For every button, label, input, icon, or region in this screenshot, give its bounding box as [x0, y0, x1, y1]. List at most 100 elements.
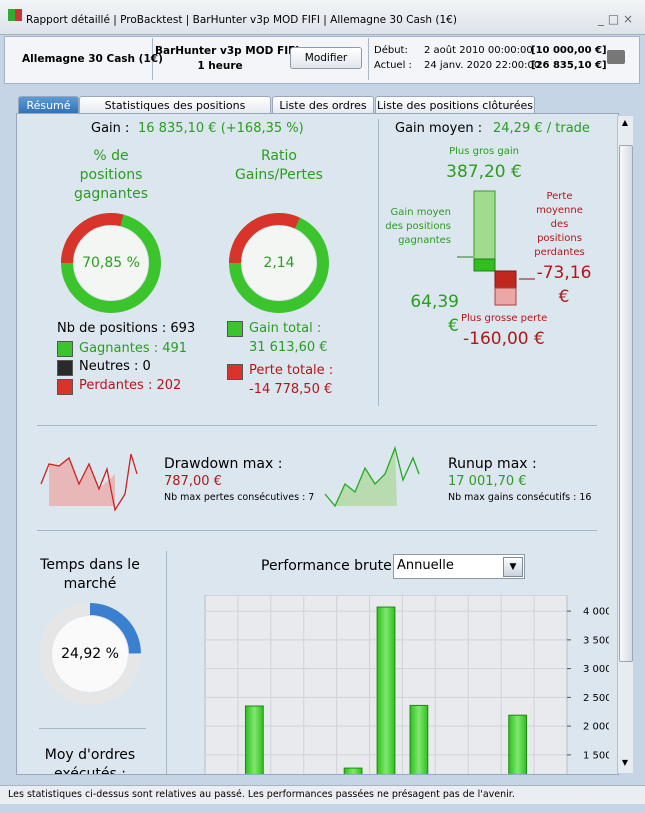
total-gain-label: Gain total : [249, 321, 322, 336]
current-label: Actuel : [374, 60, 412, 71]
period-value: Annuelle [397, 558, 454, 573]
system-name: BarHunter v3p MOD FIFI [155, 45, 300, 57]
tab-active[interactable]: Résumé [18, 96, 79, 114]
legend-swatch [57, 341, 73, 357]
tab[interactable]: Statistiques des positions clôturées [79, 96, 271, 129]
print-icon[interactable] [607, 50, 625, 64]
average-value: 24,29 € / trade [493, 121, 590, 136]
bar [343, 767, 363, 774]
y-tick-label: 4 000 [583, 607, 609, 618]
legend-swatch [57, 360, 73, 376]
current-capital: [26 835,10 €] [531, 60, 607, 71]
instrument: Allemagne 30 Cash (1€) [22, 53, 163, 65]
bar [409, 704, 429, 774]
orders-label: Moy d'ordres exécutés : [44, 747, 136, 775]
chart-title: Performance brute [261, 558, 392, 574]
y-tick-label: 3 000 [583, 664, 609, 675]
total-loss: -14 778,50 € [249, 382, 333, 397]
donut-hole [74, 226, 148, 300]
title-bar [0, 0, 645, 35]
select-arrow[interactable]: ▼ [503, 557, 523, 577]
drawdown-streak: Nb max pertes consécutives : 7 [164, 492, 315, 503]
drawdown-value: 787,00 € [164, 474, 222, 489]
y-tick-label: 1 500 [583, 750, 609, 761]
average-label: Gain moyen : [395, 121, 483, 136]
drawdown-label: Drawdown max : [164, 456, 283, 472]
vertical-divider [166, 551, 167, 774]
gain-value: 16 835,10 € (+168,35 %) [138, 121, 304, 136]
sparkline [324, 445, 420, 508]
max-loss: -160,00 € [463, 329, 545, 349]
scroll-thumb[interactable] [619, 145, 633, 662]
donut-charts [61, 213, 329, 313]
content-panel: Gain : 16 835,10 € (+168,35 %) % de posi… [16, 113, 619, 775]
avg-loss-bar [494, 270, 517, 289]
max-gain: 387,20 € [446, 162, 522, 182]
start-label: Début: [374, 45, 408, 56]
positions-count: Nb de positions : 693 [57, 321, 196, 336]
sparkline-area [335, 448, 397, 506]
win-rate: 70,85 % [82, 255, 140, 271]
max-gain-bar [473, 190, 496, 260]
avg-win: 64,39 € [410, 292, 459, 336]
bar [508, 714, 528, 774]
runup-value: 17 001,70 € [448, 474, 527, 489]
current-date: 24 janv. 2020 22:00:00 [424, 60, 541, 71]
start-capital: [10 000,00 €] [531, 45, 607, 56]
window-controls[interactable]: _ □ × [598, 12, 634, 26]
drawdown-sparkline [40, 453, 138, 512]
sparkline-area [49, 458, 115, 506]
timeframe: 1 heure [197, 60, 243, 72]
horizontal-divider [37, 425, 597, 426]
modify-button[interactable]: Modifier [290, 47, 362, 69]
ratio: 2,14 [263, 255, 295, 271]
footer-note: Les statistiques ci-dessus sont relative… [8, 789, 515, 800]
donut-ring [61, 213, 161, 313]
max-loss-bar [494, 287, 517, 306]
gain-label: Gain : [91, 121, 130, 136]
app-icon [8, 9, 22, 21]
max-loss-label: Plus grosse perte [461, 313, 548, 324]
avg-loss-label: Perte moyenne des positions perdantes [534, 191, 585, 258]
scroll-up[interactable]: ▲ [621, 118, 629, 127]
donut-ring [229, 213, 329, 313]
win-rate-title: % de positions gagnantes [73, 148, 149, 202]
horizontal-divider [39, 728, 146, 729]
y-tick-label: 2 000 [583, 722, 609, 733]
max-gain-label: Plus gros gain [449, 146, 519, 157]
total-gain: 31 613,60 € [249, 340, 328, 355]
legend-swatch [57, 379, 73, 395]
donut-hole [52, 616, 128, 692]
bar-chart: 1 500 2 000 2 500 3 000 3 500 4 000 [204, 595, 609, 774]
winners: Gagnantes : 491 [79, 341, 188, 356]
market-time-label: Temps dans le marché [40, 557, 140, 592]
donut-hole [242, 226, 316, 300]
tab[interactable]: Liste des ordres [272, 96, 374, 114]
avg-win-label: Gain moyen des positions gagnantes [385, 207, 451, 246]
avg-gain-bar [473, 258, 496, 272]
bar [244, 705, 264, 774]
market-time-value: 24,92 % [61, 646, 119, 662]
vertical-divider [378, 119, 379, 406]
scroll-down[interactable]: ▼ [621, 758, 629, 767]
tab[interactable]: Liste des positions clôturées [375, 96, 535, 114]
header-divider [368, 38, 369, 80]
bar [376, 606, 396, 774]
total-loss-label: Perte totale : [249, 363, 334, 378]
market-time-donut [40, 603, 141, 705]
window-title: Rapport détaillé | ProBacktest | BarHunt… [26, 14, 457, 26]
y-tick-label: 3 500 [583, 635, 609, 646]
neutral: Neutres : 0 [79, 359, 151, 374]
horizontal-divider [37, 530, 597, 531]
ratio-title: Ratio Gains/Pertes [235, 148, 323, 183]
runup-sparkline [324, 445, 420, 508]
legend-swatch [227, 364, 243, 380]
start-date: 2 août 2010 00:00:00 [424, 45, 533, 56]
legend-swatch [227, 321, 243, 337]
runup-label: Runup max : [448, 456, 537, 472]
sparkline [40, 453, 138, 512]
avg-loss: -73,16 € [536, 263, 592, 307]
losers: Perdantes : 202 [79, 378, 182, 393]
status-bar [0, 785, 645, 804]
